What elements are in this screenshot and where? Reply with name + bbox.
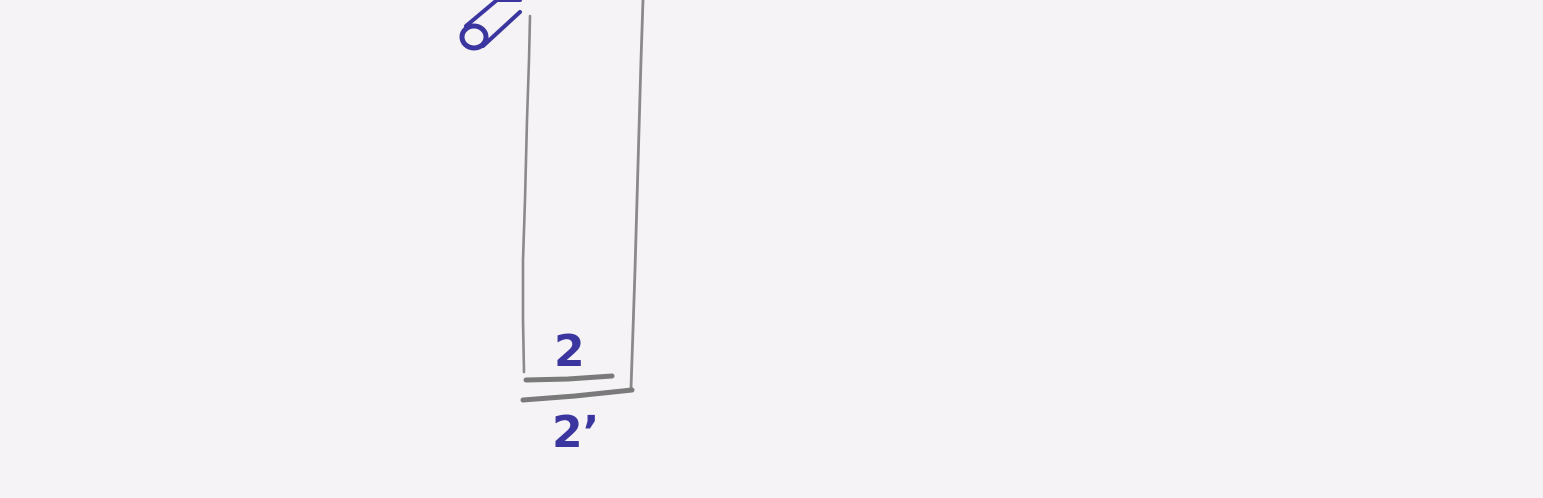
tube-icon — [462, 0, 520, 48]
label-lower: 2’ — [552, 411, 599, 455]
label-upper: 2 — [554, 330, 585, 374]
channel-right-wall — [631, 0, 643, 388]
channel-left-wall — [523, 16, 530, 372]
lower-divider-line — [523, 390, 632, 400]
